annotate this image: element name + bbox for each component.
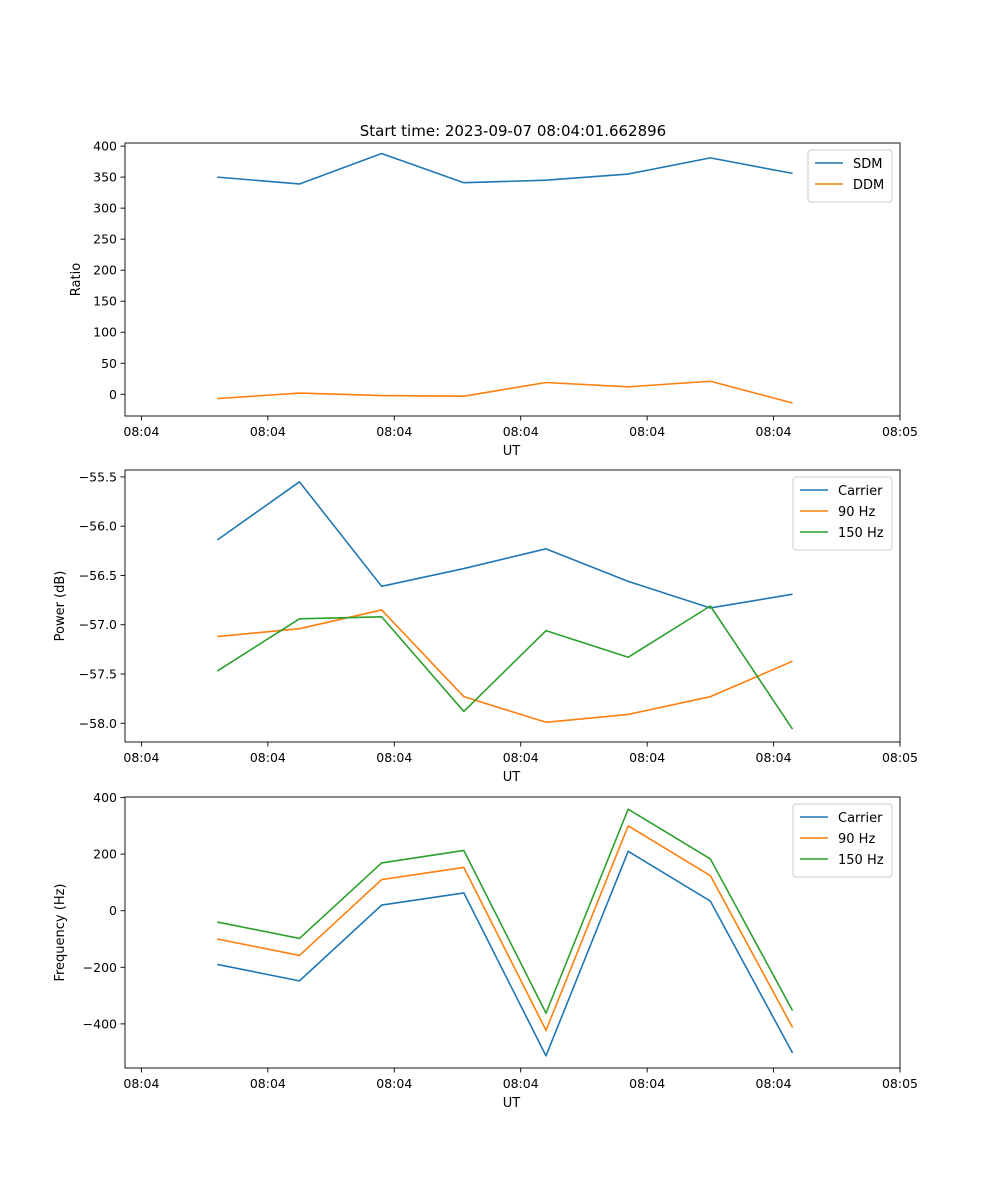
y-tick-label: 350 <box>93 170 117 185</box>
y-tick-label: 0 <box>109 387 117 402</box>
legend-label: SDM <box>853 157 882 172</box>
y-tick-label: 300 <box>93 201 117 216</box>
x-tick-label: 08:04 <box>250 1076 286 1091</box>
x-tick-label: 08:04 <box>376 1076 412 1091</box>
series-line-150-hz <box>217 808 794 1014</box>
legend: SDM DDM <box>807 149 893 203</box>
x-tick-label: 08:05 <box>882 750 918 765</box>
y-tick-label: 0 <box>109 903 117 918</box>
legend-label: Carrier <box>838 811 883 826</box>
series-line-90-hz <box>217 609 793 724</box>
y-axis-label: Frequency (Hz) <box>53 883 68 981</box>
x-axis-label: UT <box>503 444 521 459</box>
x-tick-label: 08:04 <box>123 424 159 439</box>
series-line-ddm <box>217 380 793 404</box>
y-tick-label: −57.0 <box>79 617 117 632</box>
y-tick-label: 250 <box>93 232 117 247</box>
plot-1: 08:04 08:04 08:04 08:04 08:04 08:04 08:05 0 50 10… <box>69 139 918 459</box>
x-tick-label: 08:04 <box>756 424 792 439</box>
y-tick-label: 100 <box>93 325 117 340</box>
legend-label: 150 Hz <box>838 526 884 541</box>
x-tick-label: 08:04 <box>503 750 539 765</box>
series-line-150-hz <box>216 605 794 730</box>
x-tick-label: 08:05 <box>882 424 918 439</box>
x-tick-label: 08:04 <box>123 750 159 765</box>
y-tick-label: 200 <box>93 847 117 862</box>
y-tick-label: 200 <box>93 263 117 278</box>
y-tick-label: −57.5 <box>79 667 117 682</box>
x-tick-label: 08:04 <box>629 750 665 765</box>
y-tick-label: 150 <box>93 294 117 309</box>
legend-label: 150 Hz <box>838 853 884 868</box>
x-axis-label: UT <box>503 1096 521 1111</box>
x-tick-label: 08:04 <box>250 750 286 765</box>
x-tick-label: 08:04 <box>376 750 412 765</box>
x-tick-label: 08:05 <box>882 1076 918 1091</box>
x-tick-label: 08:04 <box>250 424 286 439</box>
x-tick-label: 08:04 <box>503 1076 539 1091</box>
y-tick-label: −55.5 <box>79 469 117 484</box>
y-tick-label: −56.0 <box>79 519 117 534</box>
y-axis-label: Power (dB) <box>53 571 68 642</box>
x-tick-label: 08:04 <box>503 424 539 439</box>
legend-label: DDM <box>853 178 884 193</box>
x-tick-label: 08:04 <box>629 424 665 439</box>
y-tick-label: −200 <box>83 960 117 975</box>
plots-container: 08:04 08:04 08:04 08:04 08:04 08:04 08:05 0 50 10… <box>53 139 918 1111</box>
y-tick-label: 400 <box>93 139 117 154</box>
x-axis-label: UT <box>503 770 521 785</box>
legend-label: 90 Hz <box>838 505 875 520</box>
legend-label: 90 Hz <box>838 832 875 847</box>
legend: Carrier 90 Hz 150 Hz <box>792 476 893 551</box>
series-line-90-hz <box>217 825 794 1032</box>
axes-frame <box>124 469 901 743</box>
x-tick-label: 08:04 <box>756 1076 792 1091</box>
y-axis-label: Ratio <box>69 263 84 296</box>
series-line-sdm <box>217 152 793 185</box>
legend-label: Carrier <box>838 484 883 499</box>
plot-3: 08:04 08:04 08:04 08:04 08:04 08:04 08:05 −400 −… <box>53 790 918 1111</box>
x-tick-label: 08:04 <box>123 1076 159 1091</box>
x-tick-label: 08:04 <box>629 1076 665 1091</box>
y-tick-label: 50 <box>101 356 117 371</box>
plot-2: 08:04 08:04 08:04 08:04 08:04 08:04 08:05 −55.5… <box>53 469 918 785</box>
x-tick-label: 08:04 <box>756 750 792 765</box>
figure-title: Start time: 2023-09-07 08:04:01.662896 <box>360 122 666 140</box>
legend: Carrier 90 Hz 150 Hz <box>792 803 893 878</box>
series-line-carrier <box>217 850 794 1057</box>
y-tick-label: −56.5 <box>79 568 117 583</box>
series-line-carrier <box>216 481 793 609</box>
axes-frame <box>124 142 901 417</box>
x-tick-label: 08:04 <box>376 424 412 439</box>
y-tick-label: −400 <box>83 1016 117 1031</box>
y-tick-label: 400 <box>93 790 117 805</box>
y-tick-label: −58.0 <box>79 716 117 731</box>
axes-frame <box>124 796 901 1069</box>
